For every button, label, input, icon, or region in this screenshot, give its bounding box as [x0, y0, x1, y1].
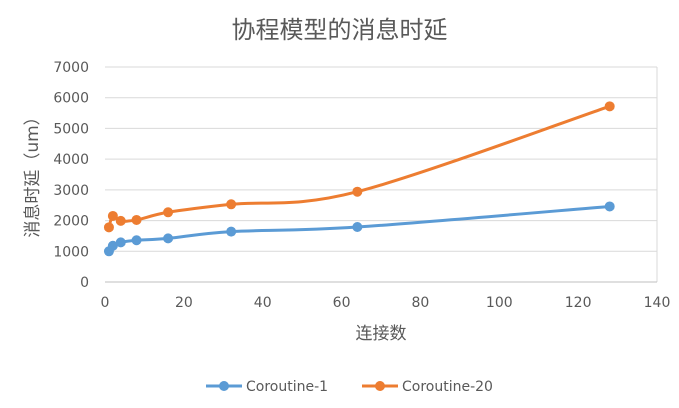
data-point	[226, 226, 237, 237]
legend-item: Coroutine-20	[362, 379, 493, 395]
x-tick-label: 140	[644, 295, 671, 311]
x-tick-label: 40	[254, 295, 272, 311]
legend-marker	[375, 381, 385, 391]
x-tick-label: 100	[486, 295, 513, 311]
data-point	[131, 214, 142, 225]
y-tick-label: 7000	[53, 60, 89, 76]
data-point	[163, 207, 174, 218]
data-point	[131, 235, 142, 246]
chart-title: 协程模型的消息时延	[231, 16, 448, 44]
data-point	[604, 201, 615, 212]
data-point	[163, 233, 174, 244]
grid-lines	[105, 66, 657, 252]
series-coroutine-20	[103, 101, 615, 233]
series-layer	[103, 101, 615, 257]
tick-labels: 0 1000 2000 3000 4000 5000 6000 7000 0 20 40 60 80 10…	[53, 60, 670, 311]
axes	[105, 67, 658, 283]
data-point	[115, 237, 126, 248]
series-coroutine-1	[103, 201, 615, 257]
data-point	[115, 215, 126, 226]
x-tick-label: 20	[175, 295, 193, 311]
x-tick-label: 80	[412, 295, 430, 311]
legend-label: Coroutine-1	[246, 379, 328, 395]
data-point	[352, 186, 363, 197]
legend: Coroutine-1 Coroutine-20	[206, 379, 493, 395]
y-axis-title: 消息时延（um）	[23, 108, 43, 237]
data-point	[352, 222, 363, 233]
y-tick-label: 6000	[53, 91, 89, 107]
y-tick-label: 1000	[53, 244, 89, 260]
legend-marker	[219, 381, 229, 391]
legend-label: Coroutine-20	[402, 379, 493, 395]
legend-item: Coroutine-1	[206, 379, 328, 395]
series-line	[107, 104, 612, 229]
x-tick-label: 60	[333, 295, 351, 311]
y-tick-label: 3000	[53, 183, 89, 199]
y-tick-label: 0	[80, 275, 89, 291]
data-point	[604, 101, 615, 112]
y-tick-label: 2000	[53, 214, 89, 230]
y-tick-label: 4000	[53, 152, 89, 168]
data-point	[107, 240, 118, 251]
data-point	[107, 210, 118, 221]
x-axis-title: 连接数	[356, 324, 407, 344]
data-point	[226, 199, 237, 210]
x-tick-label: 120	[565, 295, 592, 311]
data-point	[103, 222, 114, 233]
y-tick-label: 5000	[53, 121, 89, 137]
x-tick-label: 0	[101, 295, 110, 311]
